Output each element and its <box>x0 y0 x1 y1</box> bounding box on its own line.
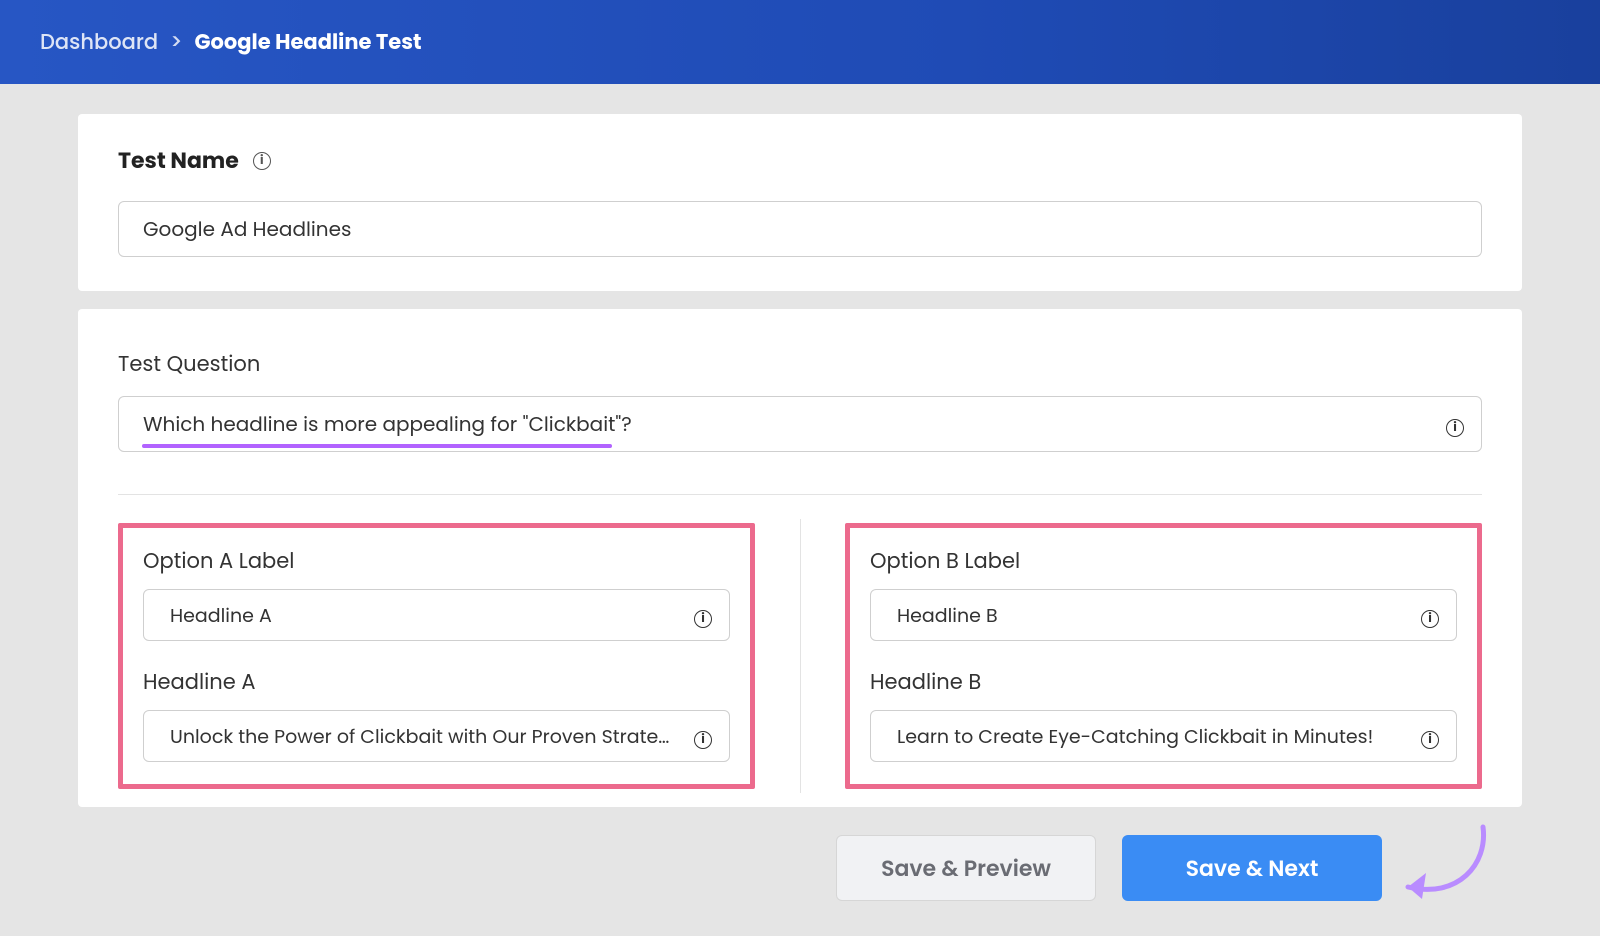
option-b-panel: Option B Label i Headline B i <box>845 523 1482 789</box>
arrow-annotation <box>1388 819 1498 929</box>
test-name-label: Test Name <box>118 144 239 177</box>
option-b-label-input[interactable] <box>870 589 1457 641</box>
breadcrumb-separator: > <box>170 27 182 58</box>
option-a-headline-field: i <box>143 710 730 762</box>
breadcrumb-root[interactable]: Dashboard <box>40 27 158 58</box>
test-question-label: Test Question <box>118 349 1482 380</box>
test-name-card: Test Name i <box>78 114 1522 291</box>
option-b-headline-field: i <box>870 710 1457 762</box>
option-a-label-field: i <box>143 589 730 641</box>
option-a-label-label: Option A Label <box>143 546 730 577</box>
test-question-field: i <box>118 396 1482 452</box>
option-b-label-label: Option B Label <box>870 546 1457 577</box>
option-a-headline-label: Headline A <box>143 667 730 698</box>
options-row: Option A Label i Headline A i Option B L… <box>118 523 1482 789</box>
option-b-headline-input[interactable] <box>870 710 1457 762</box>
test-name-field <box>118 201 1482 257</box>
option-a-panel: Option A Label i Headline A i <box>118 523 755 789</box>
test-question-input[interactable] <box>118 396 1482 452</box>
option-b-headline-label: Headline B <box>870 667 1457 698</box>
breadcrumb-current: Google Headline Test <box>195 27 422 58</box>
option-b-label-field: i <box>870 589 1457 641</box>
save-next-button[interactable]: Save & Next <box>1122 835 1382 901</box>
info-icon[interactable]: i <box>253 152 271 170</box>
divider <box>118 494 1482 495</box>
test-name-input[interactable] <box>118 201 1482 257</box>
save-preview-button[interactable]: Save & Preview <box>836 835 1096 901</box>
question-card: Test Question i Option A Label i Headlin… <box>78 309 1522 807</box>
footer-actions: Save & Preview Save & Next <box>78 835 1522 901</box>
option-a-headline-input[interactable] <box>143 710 730 762</box>
vertical-divider <box>800 519 801 793</box>
breadcrumb: Dashboard > Google Headline Test <box>0 0 1600 84</box>
option-a-label-input[interactable] <box>143 589 730 641</box>
